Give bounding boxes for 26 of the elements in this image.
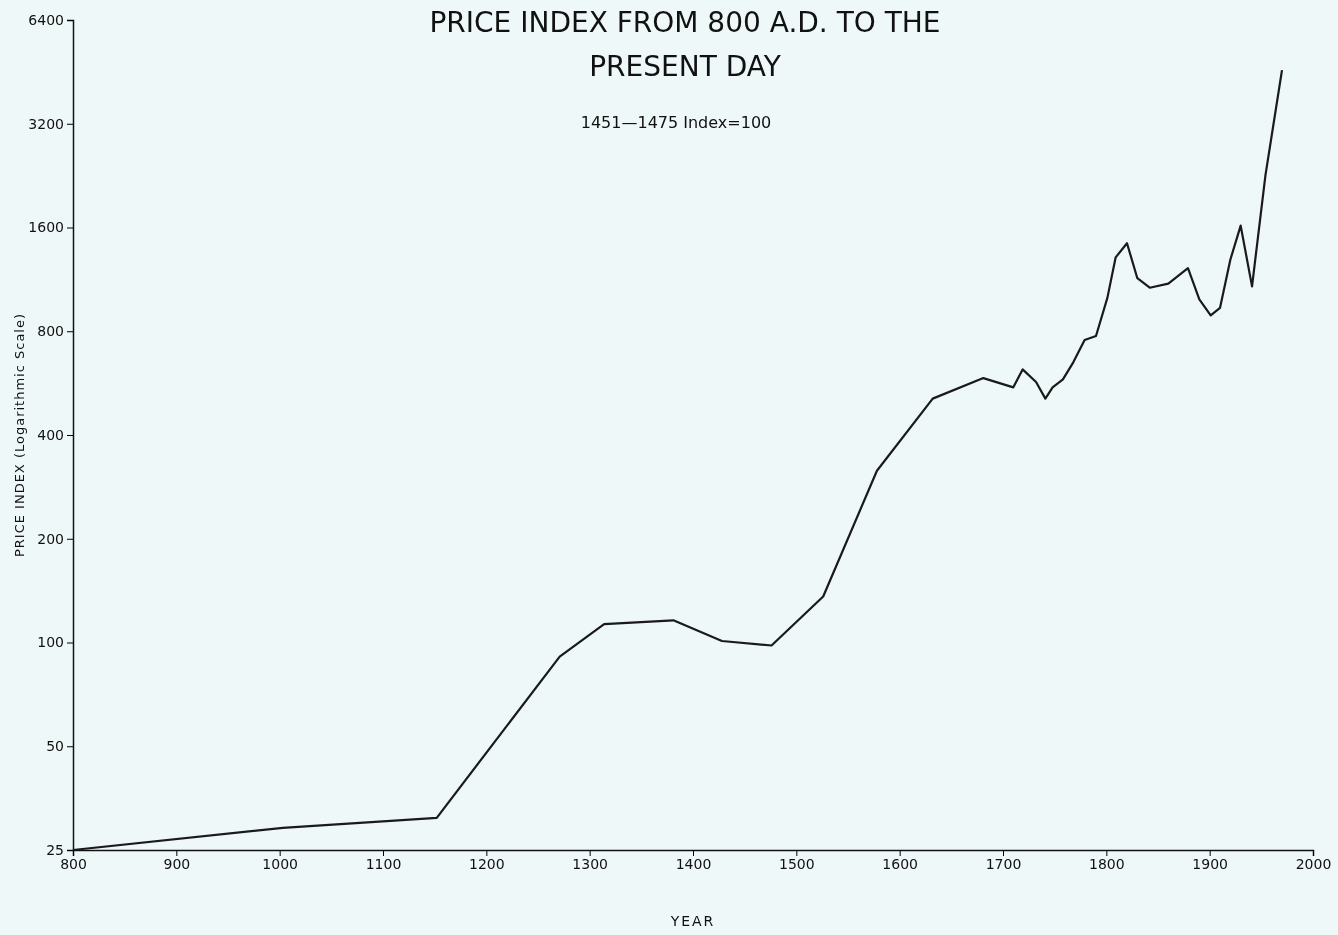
y-tick-label: 25 bbox=[46, 841, 64, 858]
y-tick-label: 100 bbox=[37, 634, 64, 651]
x-tick-label: 800 bbox=[60, 855, 87, 872]
y-tick-label: 1600 bbox=[28, 219, 64, 236]
x-tick-label: 1900 bbox=[1192, 855, 1228, 872]
y-tick-label: 3200 bbox=[28, 115, 64, 132]
x-tick-label: 900 bbox=[163, 855, 191, 872]
x-tick-label: 1700 bbox=[985, 855, 1022, 872]
x-axis-title: YEAR bbox=[669, 913, 716, 929]
y-tick-label: 50 bbox=[46, 738, 64, 755]
y-tick-label: 200 bbox=[37, 530, 64, 547]
y-tick-label: 400 bbox=[37, 426, 64, 443]
x-tick-label: 1400 bbox=[675, 855, 712, 872]
x-tick-label: 1200 bbox=[469, 855, 505, 872]
x-tick-label: 2000 bbox=[1295, 855, 1332, 872]
y-axis-title: PRICE INDEX (Logarithmic Scale) bbox=[12, 312, 27, 558]
chart-title: PRICE INDEX FROM 800 A.D. TO THE PRESENT DAY bbox=[429, 6, 941, 83]
y-tick-label: 800 bbox=[37, 323, 64, 340]
x-tick-label: 1000 bbox=[262, 855, 298, 872]
text: 1451—1475 Index=100 bbox=[580, 113, 772, 132]
x-tick-label: 1600 bbox=[882, 855, 918, 872]
x-tick-label: 1300 bbox=[572, 855, 608, 872]
x-tick-label: 1100 bbox=[365, 855, 402, 872]
x-tick-label: 1500 bbox=[779, 855, 815, 872]
y-tick-label: 6400 bbox=[28, 11, 64, 28]
x-tick-label: 1800 bbox=[1089, 855, 1125, 872]
